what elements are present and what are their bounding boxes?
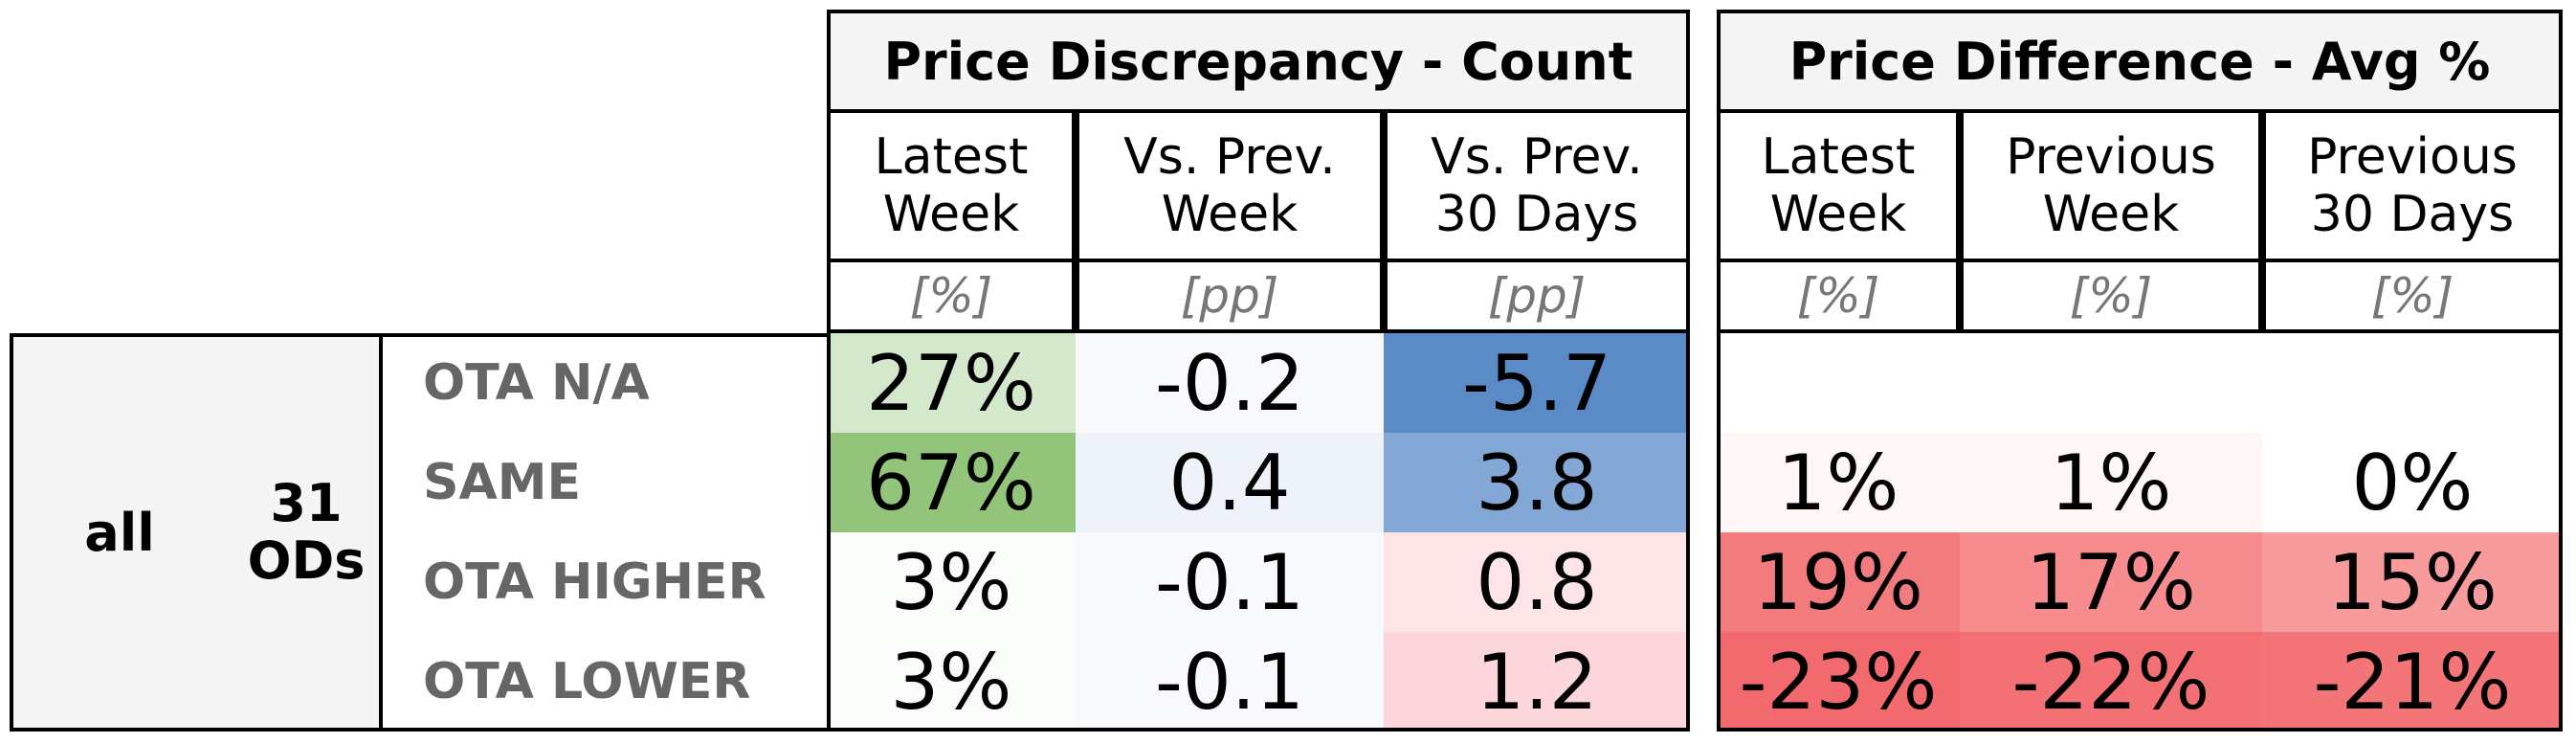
table-cell: -0.2: [1076, 333, 1384, 433]
table-cell: -21%: [2262, 632, 2563, 732]
row-label: SAME: [423, 454, 581, 511]
table-cell: [1717, 333, 1960, 433]
table-cell: -0.1: [1076, 532, 1384, 632]
table-cell: [1960, 333, 2262, 433]
column-header: Latest Week: [1717, 109, 1960, 262]
column-header: Latest Week: [827, 109, 1076, 262]
segment-label: all: [84, 502, 155, 563]
table-cell: -5.7: [1384, 333, 1690, 433]
table-cell: 15%: [2262, 532, 2563, 632]
row-label: OTA N/A: [423, 354, 650, 412]
table-cell: 17%: [1960, 532, 2262, 632]
table-cell: 0%: [2262, 433, 2563, 532]
table-cell: 1.2: [1384, 632, 1690, 732]
table-cell: 67%: [827, 433, 1076, 532]
row-label: OTA LOWER: [423, 653, 751, 710]
column-header: Previous 30 Days: [2262, 109, 2563, 262]
table-cell: 0.4: [1076, 433, 1384, 532]
column-unit: [%]: [1960, 259, 2262, 333]
column-unit: [pp]: [1384, 259, 1690, 333]
table-cell: [2262, 333, 2563, 433]
column-header: Previous Week: [1960, 109, 2262, 262]
column-header: Vs. Prev. Week: [1076, 109, 1384, 262]
group-title: Price Discrepancy - Count: [827, 10, 1690, 113]
column-unit: [%]: [1717, 259, 1960, 333]
table-cell: 1%: [1960, 433, 2262, 532]
segment-block: [10, 333, 383, 732]
table-cell: 27%: [827, 333, 1076, 433]
row-label: OTA HIGHER: [423, 553, 766, 611]
table-cell: 19%: [1717, 532, 1960, 632]
table-cell: -22%: [1960, 632, 2262, 732]
table-cell: 0.8: [1384, 532, 1690, 632]
table-cell: 3%: [827, 632, 1076, 732]
column-header: Vs. Prev. 30 Days: [1384, 109, 1690, 262]
table-cell: 3%: [827, 532, 1076, 632]
column-unit: [%]: [2262, 259, 2563, 333]
od-count-label: 31 ODs: [247, 473, 366, 591]
column-unit: [%]: [827, 259, 1076, 333]
table-cell: 3.8: [1384, 433, 1690, 532]
table-cell: 1%: [1717, 433, 1960, 532]
column-unit: [pp]: [1076, 259, 1384, 333]
group-title: Price Difference - Avg %: [1717, 10, 2563, 113]
table-cell: -23%: [1717, 632, 1960, 732]
table-cell: -0.1: [1076, 632, 1384, 732]
